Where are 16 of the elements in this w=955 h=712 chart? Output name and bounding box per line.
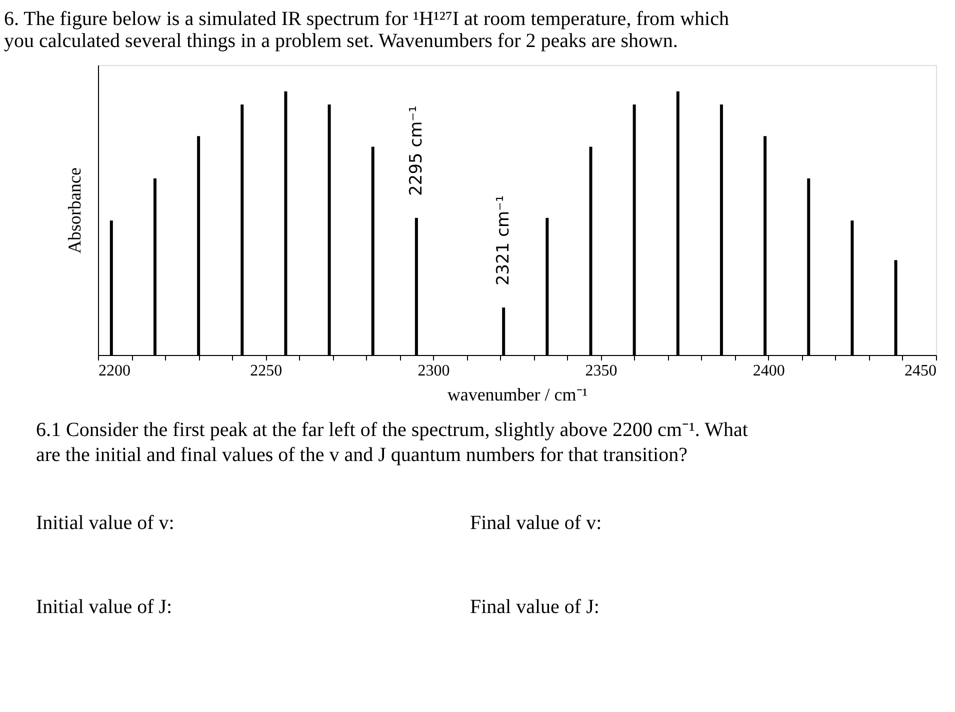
x-tick-label: 2450 xyxy=(904,362,936,380)
x-tick-label: 2300 xyxy=(418,362,450,380)
x-tick-label: 2200 xyxy=(98,362,130,380)
text: 6.1 Consider the first peak at the far left of the spectrum, slightly above 2200 cm⁻¹. What are the initial and final values of the v and J quantum numbers for that transition? xyxy=(36,419,748,466)
x-axis-title: wavenumber / cm⁻¹ xyxy=(447,384,588,404)
text: Final value of J: xyxy=(470,596,600,618)
annotation: 2295 cm⁻¹ xyxy=(406,106,426,196)
text: Final value of v: xyxy=(470,512,602,534)
text: Initial value of J: xyxy=(36,596,172,618)
annotation: 2321 cm⁻¹ xyxy=(494,195,514,286)
y-axis-title: Absorbance xyxy=(64,168,84,254)
x-tick-label: 2250 xyxy=(250,362,282,380)
x-tick-label: 2400 xyxy=(752,362,785,380)
chart-title: 6. The figure below is a simulated IR spectrum for ¹H¹²⁷I at room temperature, from which you calculated several things in a problem set. Wavenumbers for 2 peaks are shown. xyxy=(4,8,729,52)
x-tick-label: 2350 xyxy=(585,362,618,380)
text: Initial value of v: xyxy=(36,512,174,534)
